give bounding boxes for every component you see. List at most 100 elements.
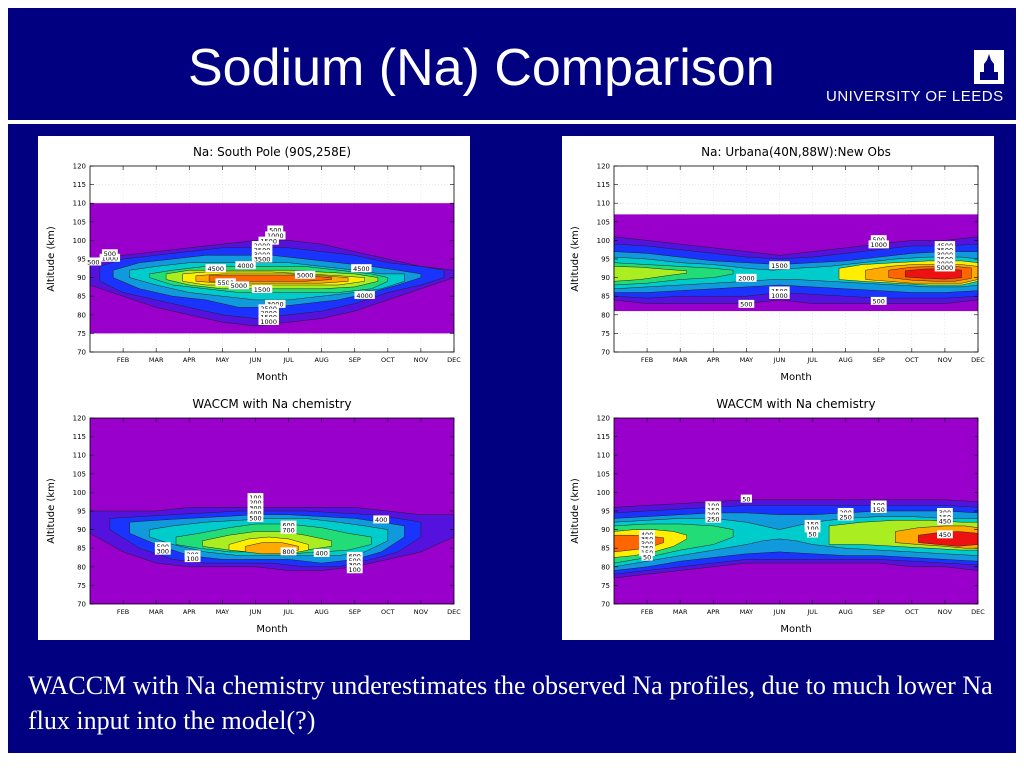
logo-crest-icon <box>974 50 1004 84</box>
contour-label: 400 <box>249 510 261 518</box>
contour-label: 400 <box>375 516 387 524</box>
x-tick-label: NOV <box>414 356 429 364</box>
contour-label-box <box>639 543 655 552</box>
contour-label-box <box>280 547 297 556</box>
title-divider <box>8 120 1016 124</box>
x-tick-label: APR <box>707 608 720 616</box>
x-tick-label: MAY <box>740 608 754 616</box>
contour-label: 600 <box>282 521 294 529</box>
contour-label-box <box>705 505 722 514</box>
contour-label: 200 <box>249 499 261 507</box>
slide-title: Sodium (Na) Comparison <box>188 39 775 97</box>
x-tick-label: JUL <box>806 356 818 364</box>
contour-label-box <box>870 505 887 514</box>
x-tick-label: SEP <box>349 608 361 616</box>
contour-label: 5000 <box>231 282 248 290</box>
y-tick-label: 80 <box>77 563 86 571</box>
contour-label: 150 <box>873 506 885 514</box>
contour-label-box <box>804 519 821 528</box>
contour-label-box <box>247 493 264 502</box>
contour-label-box <box>870 296 887 305</box>
contour-label-box <box>247 503 264 512</box>
contour-label-box <box>639 530 655 539</box>
y-tick-label: 70 <box>77 349 86 357</box>
y-tick-label: 115 <box>73 181 86 189</box>
contour-label-box <box>351 264 372 273</box>
contour-label-box <box>228 281 250 290</box>
x-tick-label: MAR <box>673 608 688 616</box>
contour-label-box <box>251 285 273 294</box>
x-tick-label: AUG <box>315 356 329 364</box>
contour-label-box <box>870 500 887 509</box>
x-tick-label: DEC <box>971 356 985 364</box>
x-tick-label: OCT <box>381 608 395 616</box>
contour-label-box <box>705 501 722 510</box>
x-tick-label: SEP <box>873 608 885 616</box>
contour-label-box <box>937 512 953 521</box>
x-axis-label: Month <box>256 624 287 635</box>
x-tick-label: DEC <box>447 356 461 364</box>
contour-label-box <box>313 548 330 557</box>
x-tick-label: OCT <box>905 608 919 616</box>
contour-label-box <box>265 299 286 308</box>
contour-label: 800 <box>282 548 294 556</box>
contour-label-box <box>705 514 722 523</box>
left-chart-panel: 70 75 80 85 90 95 100 105 110 115 120 FEB MAR APR MAY J… <box>38 136 470 640</box>
contour-label: 100 <box>349 566 361 574</box>
contour-label-box <box>258 308 279 317</box>
contour-label: 4500 <box>207 265 224 273</box>
y-tick-label: 120 <box>597 415 610 423</box>
x-tick-label: JUN <box>773 356 786 364</box>
university-logo: UNIVERSITY OF LEEDS <box>826 48 1016 108</box>
y-tick-label: 105 <box>73 218 86 226</box>
contour-label-box <box>247 508 264 517</box>
chart-south-pole-observed: 70 75 80 85 90 95 100 105 110 115 120 FEB MAR APR MAY J… <box>46 145 461 383</box>
contour-label-box <box>280 525 297 534</box>
contour-label: 3500 <box>254 255 271 263</box>
contour-label: 50 <box>808 530 816 538</box>
contour-label-box <box>740 494 752 503</box>
contour-label: 500 <box>873 236 885 244</box>
contour-label: 450 <box>939 518 951 526</box>
x-tick-label: MAR <box>149 356 164 364</box>
contour-label-box <box>705 510 722 519</box>
contour-label: 300 <box>249 504 261 512</box>
y-tick-label: 105 <box>597 218 610 226</box>
y-tick-label: 85 <box>77 545 86 553</box>
contour-label-box <box>354 290 375 299</box>
contour-label-box <box>247 513 264 522</box>
x-tick-label: OCT <box>905 356 919 364</box>
title-bar: Sodium (Na) Comparison UNIVERSITY OF LEE… <box>8 8 1016 118</box>
contour-label-box <box>258 316 279 325</box>
contour-label: 1000 <box>102 255 119 263</box>
contour-label: 50 <box>742 495 750 503</box>
x-tick-label: FEB <box>641 356 653 364</box>
contour-band <box>613 266 688 282</box>
contour-label-box <box>235 261 256 270</box>
contour-label-box <box>215 278 236 287</box>
y-tick-label: 75 <box>77 330 86 338</box>
y-tick-label: 100 <box>73 489 86 497</box>
x-tick-label: JUN <box>773 608 786 616</box>
contour-label-box <box>247 498 264 507</box>
contour-label: 5000 <box>937 264 954 272</box>
contour-label: 100 <box>249 494 261 502</box>
contour-label: 450 <box>939 531 951 539</box>
contour-label-box <box>769 286 790 295</box>
contour-label-box <box>934 263 956 272</box>
contour-label: 500 <box>104 250 116 258</box>
x-tick-label: AUG <box>315 608 329 616</box>
x-tick-label: DEC <box>971 608 985 616</box>
contour-label-box <box>934 258 956 267</box>
x-tick-label: FEB <box>117 608 129 616</box>
y-tick-label: 105 <box>73 470 86 478</box>
chart-urbana-observed: 70 75 80 85 90 95 100 105 110 115 120 FEB MAR APR MAY J… <box>570 145 985 383</box>
y-tick-label: 110 <box>597 200 610 208</box>
y-tick-label: 80 <box>601 311 610 319</box>
x-tick-label: FEB <box>117 356 129 364</box>
contour-label-box <box>769 290 790 299</box>
x-tick-label: MAY <box>216 356 230 364</box>
y-tick-label: 100 <box>597 489 610 497</box>
contour-label: 500 <box>87 258 99 266</box>
y-tick-label: 85 <box>601 545 610 553</box>
